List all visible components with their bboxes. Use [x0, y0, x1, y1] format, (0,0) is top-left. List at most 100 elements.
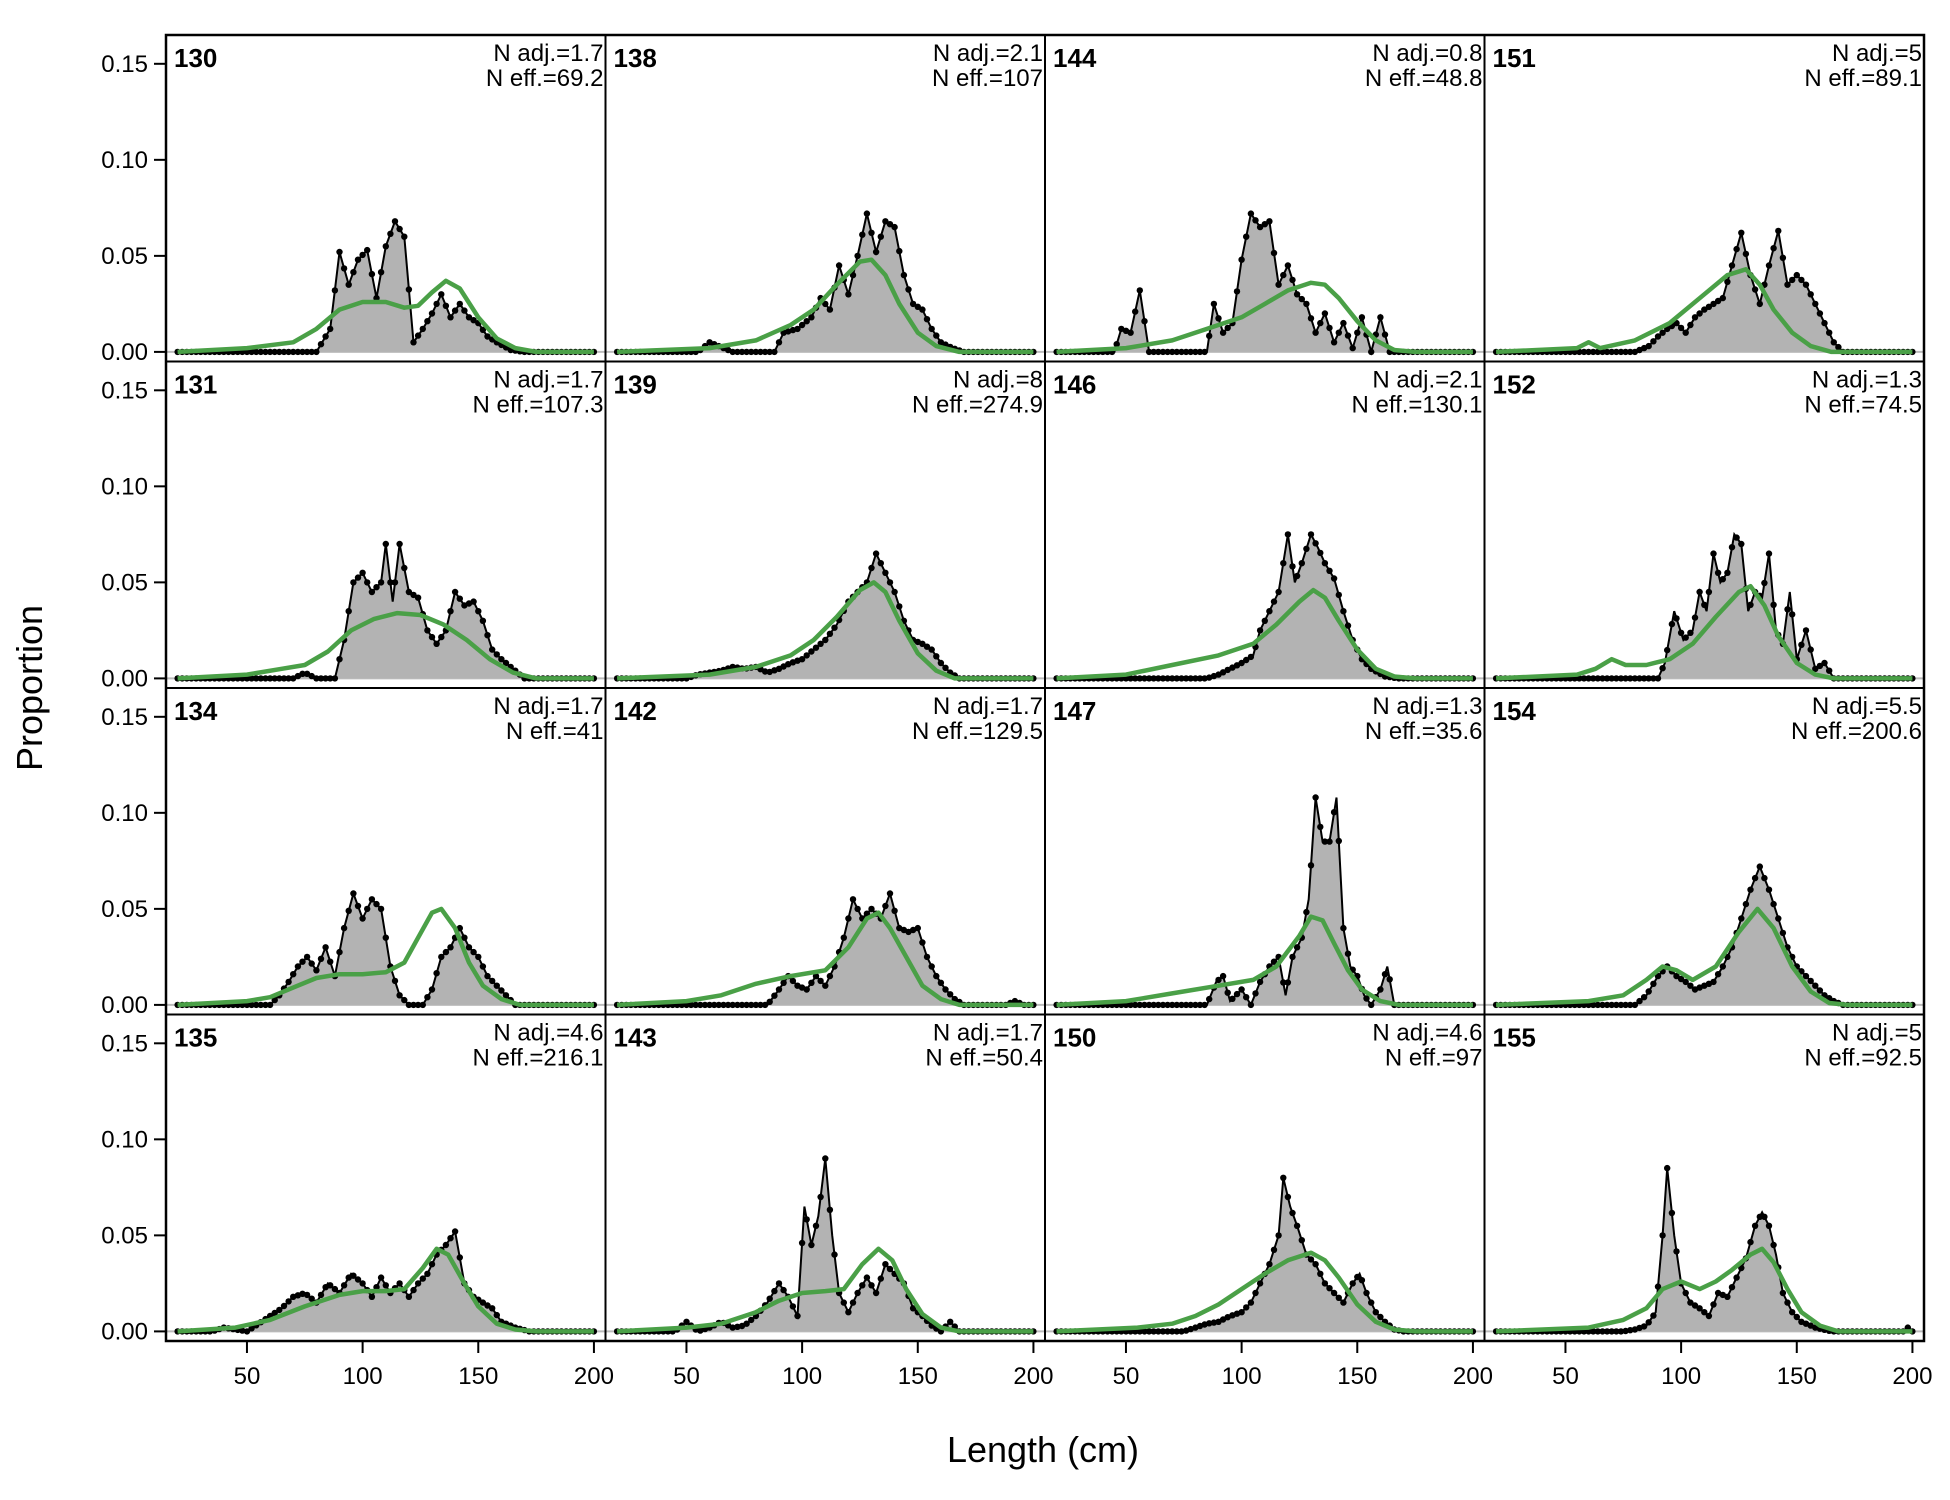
observed-point: [817, 977, 824, 985]
panel-142: 142 N adj.=1.7N eff.=129.5: [604, 687, 1046, 1016]
observed-point: [313, 967, 320, 974]
observed-point: [461, 307, 468, 314]
observed-point: [1243, 233, 1250, 240]
observed-point: [1136, 1001, 1144, 1009]
expected-line: [1056, 280, 1473, 355]
observed-point: [1145, 675, 1153, 682]
observed-point: [419, 1275, 426, 1282]
observed-point: [697, 1001, 704, 1009]
observed-point: [1687, 982, 1694, 989]
observed-point: [1377, 986, 1384, 993]
observed-point: [1724, 1293, 1731, 1301]
observed-point: [447, 944, 454, 951]
observed-point: [1280, 979, 1287, 986]
y-tick-label: 0.00: [101, 665, 148, 692]
observed-point: [405, 1293, 413, 1301]
observed-point: [1275, 588, 1282, 596]
observed-point: [414, 1001, 422, 1009]
observed-point: [447, 1235, 454, 1242]
panel-title: 130: [174, 43, 217, 73]
observed-point: [840, 934, 847, 941]
observed-point: [489, 977, 496, 985]
observed-point: [308, 1295, 315, 1302]
observed-point: [414, 1280, 422, 1287]
observed-point: [928, 646, 935, 653]
observed-point: [294, 963, 302, 970]
observed-point: [1372, 1309, 1380, 1316]
observed-point: [442, 302, 450, 309]
observed-point: [1654, 675, 1662, 682]
observed-point: [822, 1155, 829, 1162]
observed-point: [262, 675, 269, 682]
observed-point: [382, 540, 389, 548]
observed-point: [919, 939, 926, 946]
observed-point: [336, 248, 343, 256]
y-tick-label: 0.10: [101, 1126, 148, 1153]
observed-point: [896, 603, 903, 610]
observed-point: [1645, 342, 1652, 350]
observed-point: [692, 1001, 699, 1009]
observed-point: [1381, 331, 1389, 338]
observed-point: [854, 1289, 861, 1297]
observed-point: [451, 1228, 459, 1235]
observed-point: [447, 608, 454, 615]
observed-point: [1247, 210, 1255, 217]
observed-point: [757, 348, 764, 356]
expected-line: [177, 1246, 594, 1334]
observed-point: [729, 1324, 736, 1331]
observed-point: [1358, 1277, 1366, 1284]
observed-point: [826, 972, 834, 980]
observed-point: [1696, 1305, 1703, 1312]
observed-point: [831, 1251, 838, 1258]
observed-point: [1368, 1299, 1375, 1306]
observed-point: [909, 300, 917, 308]
expected-line: [616, 1246, 1034, 1334]
observed-point: [1159, 348, 1167, 356]
observed-point: [1650, 1312, 1657, 1319]
observed-point: [1705, 1312, 1713, 1320]
observed-point: [1210, 300, 1218, 308]
n-adj-label: N adj.=1.7: [493, 40, 603, 67]
observed-point: [1761, 579, 1768, 587]
n-adj-label: N adj.=2.1: [933, 40, 1043, 67]
observed-point: [243, 1328, 251, 1335]
observed-point: [276, 348, 283, 356]
observed-point: [1756, 300, 1764, 308]
observed-point: [1127, 675, 1134, 682]
observed-point: [1141, 318, 1148, 325]
observed-point: [1317, 549, 1324, 557]
observed-point: [1613, 1001, 1620, 1009]
observed-point: [1381, 971, 1389, 978]
observed-point: [498, 987, 505, 994]
observed-point: [359, 1280, 366, 1287]
observed-point: [327, 1282, 334, 1289]
observed-point: [1368, 348, 1375, 356]
observed-point: [1206, 1320, 1213, 1327]
x-tick-label: 150: [1337, 1363, 1377, 1390]
observed-point: [1164, 1001, 1171, 1009]
observed-point: [1576, 348, 1583, 356]
observed-point: [1335, 837, 1343, 845]
figure-frame: [164, 33, 1926, 1343]
observed-point: [419, 1001, 426, 1009]
observed-point: [1298, 1237, 1306, 1244]
observed-point: [1668, 1209, 1676, 1217]
observed-point: [1238, 256, 1245, 263]
observed-point: [280, 348, 288, 356]
observed-point: [803, 318, 810, 325]
observed-point: [849, 1299, 857, 1306]
x-tick-label: 150: [898, 1363, 938, 1390]
observed-point: [1603, 1001, 1611, 1009]
observed-point: [1187, 348, 1194, 356]
observed-point: [438, 633, 445, 641]
observed-point: [303, 1291, 311, 1299]
observed-point: [317, 675, 325, 682]
panel-134: 134 N adj.=1.7N eff.=41: [165, 687, 607, 1016]
observed-point: [1784, 606, 1791, 613]
observed-point: [391, 977, 399, 985]
observed-point: [812, 972, 820, 980]
observed-point: [1201, 348, 1208, 356]
observed-point: [489, 646, 496, 653]
n-adj-label: N adj.=1.7: [493, 693, 603, 720]
